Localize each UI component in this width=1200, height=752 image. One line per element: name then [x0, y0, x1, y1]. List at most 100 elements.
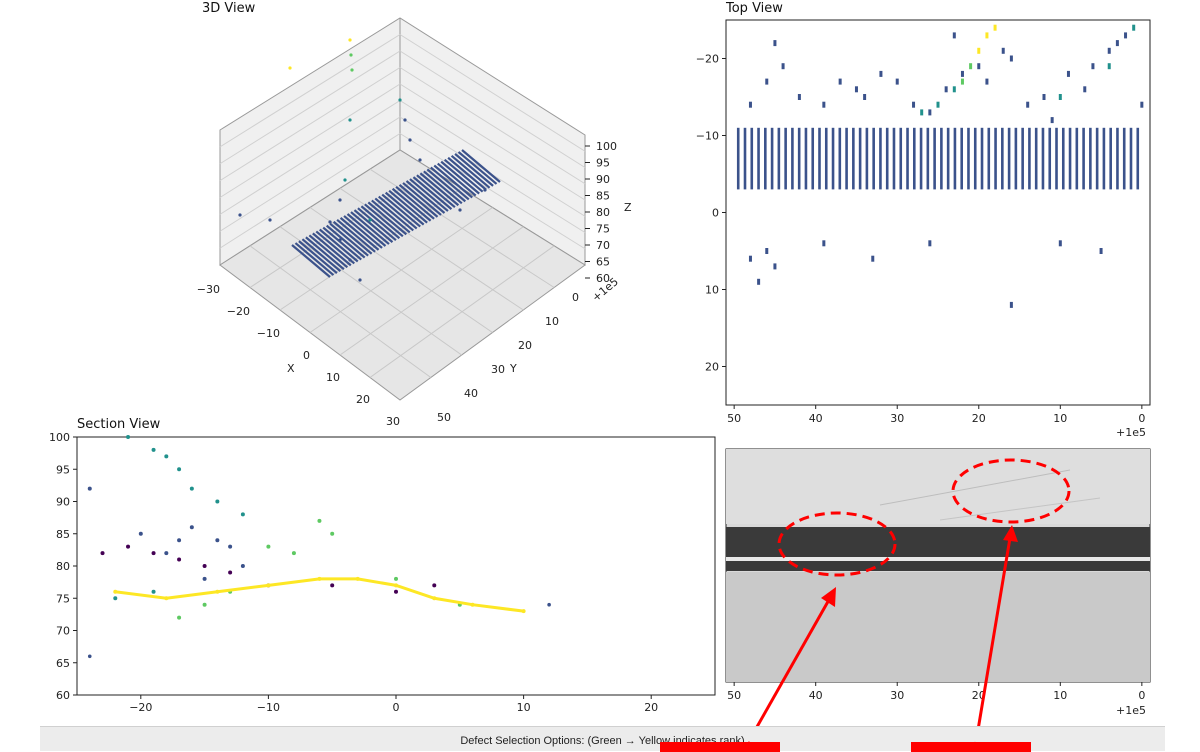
- view3d-ytick-label: 40: [464, 387, 478, 400]
- photo-xtick-label: 40: [809, 689, 823, 702]
- band-bar: [973, 127, 977, 190]
- section-point: [291, 551, 296, 556]
- view3d-ztick-label: 60: [596, 272, 610, 285]
- view3d-band-line: [395, 185, 435, 220]
- section-point: [164, 454, 169, 459]
- view3d-band-line: [301, 238, 342, 273]
- defect-option-button-1[interactable]: [660, 742, 780, 752]
- band-bar: [845, 127, 848, 190]
- scatter-point: [912, 101, 916, 108]
- top-xtick-label: 20: [972, 412, 986, 425]
- view3d-band-line: [294, 242, 335, 276]
- section-point: [177, 467, 182, 472]
- view3d-grid: [219, 50, 401, 165]
- top-view-title: Top View: [725, 1, 783, 16]
- scatter-point: [1107, 47, 1111, 54]
- arrow-1: [755, 587, 836, 726]
- scatter-point: [1066, 70, 1070, 77]
- view3d-band-line: [447, 156, 487, 191]
- band-bar: [1001, 127, 1004, 190]
- top-xtick-label: 10: [1053, 412, 1067, 425]
- section-point: [240, 564, 245, 568]
- band-bar: [899, 127, 903, 190]
- photo-xtick-label: 30: [890, 689, 904, 702]
- view3d-grid: [219, 116, 401, 232]
- view3d-grid: [219, 133, 401, 249]
- view3d-band-line: [353, 209, 394, 243]
- view3d-grid: [399, 133, 586, 250]
- section-xtick-label: 10: [517, 701, 531, 714]
- view3d-band-line: [437, 162, 477, 197]
- section-outlier: [547, 602, 551, 607]
- scatter-point: [1026, 101, 1030, 108]
- band-bar: [1136, 127, 1140, 190]
- top-view-plot: [736, 24, 1144, 308]
- section-ytick-label: 80: [56, 560, 70, 573]
- band-bar: [852, 127, 855, 190]
- view3d-plot: [219, 17, 586, 401]
- defect-marker-2[interactable]: [951, 458, 1071, 524]
- highlight-point: [952, 86, 956, 93]
- view3d-grid: [399, 100, 586, 217]
- view3d-grid: [399, 67, 586, 185]
- band-bar: [1068, 127, 1072, 190]
- view3d-band-line: [322, 226, 362, 261]
- section-point: [266, 544, 271, 549]
- section-ytick-label: 90: [56, 496, 70, 509]
- view3d-band-line: [325, 224, 366, 259]
- section-point: [113, 596, 118, 601]
- band-bar: [912, 127, 916, 190]
- view3d-ytick-label: 30: [491, 363, 505, 376]
- top-ytick-label: 20: [705, 361, 719, 374]
- view3d-band-line: [405, 180, 446, 214]
- section-point: [189, 525, 194, 530]
- band-bar: [1014, 127, 1018, 190]
- section-xtick-label: 20: [644, 701, 658, 714]
- view3d-xtick-label: 30: [386, 415, 400, 428]
- view3d-ztick-label: 85: [596, 190, 610, 203]
- view3d-band-line: [367, 201, 408, 236]
- view3d-grid: [219, 67, 401, 182]
- band-bar: [1061, 127, 1065, 190]
- defect-marker-1[interactable]: [777, 511, 897, 577]
- scatter-point: [1009, 55, 1013, 62]
- section-point: [394, 583, 398, 588]
- section-ytick-label: 60: [56, 689, 70, 702]
- scatter-point: [765, 78, 769, 85]
- top-ytick-label: 10: [705, 284, 719, 297]
- view3d-point: [238, 213, 242, 217]
- scatter-point: [985, 78, 989, 85]
- highlight-point: [1107, 63, 1111, 70]
- defect-photo[interactable]: [725, 448, 1151, 683]
- section-point: [215, 589, 220, 594]
- view3d-title: 3D View: [202, 1, 256, 16]
- scatter-point: [977, 63, 981, 70]
- section-point: [215, 538, 220, 543]
- scatter-point: [1140, 101, 1144, 108]
- view3d-band-line: [450, 154, 491, 189]
- band-bar: [906, 127, 909, 190]
- view3d-band-line: [412, 176, 453, 210]
- section-point: [330, 531, 335, 536]
- scatter-point: [960, 70, 964, 77]
- view3d-point: [358, 278, 362, 282]
- scatter-point: [944, 86, 948, 93]
- band-bar: [872, 127, 875, 190]
- view3d-band-line: [332, 220, 373, 255]
- view3d-ztick-label: 95: [596, 157, 610, 170]
- section-point: [177, 615, 182, 620]
- band-bar: [1122, 127, 1126, 190]
- band-bar: [1102, 127, 1106, 190]
- section-ytick-label: 95: [56, 463, 70, 476]
- view3d-point: [328, 220, 332, 224]
- view3d-point: [338, 238, 342, 242]
- defect-option-button-2[interactable]: [911, 742, 1031, 752]
- scatter-point: [1124, 32, 1128, 39]
- view3d-band-line: [371, 199, 411, 234]
- band-bar: [1007, 127, 1011, 190]
- top-ytick-label: −10: [696, 130, 719, 143]
- band-bar: [1082, 127, 1085, 190]
- view3d-band-line: [398, 184, 439, 218]
- band-bar: [770, 127, 774, 190]
